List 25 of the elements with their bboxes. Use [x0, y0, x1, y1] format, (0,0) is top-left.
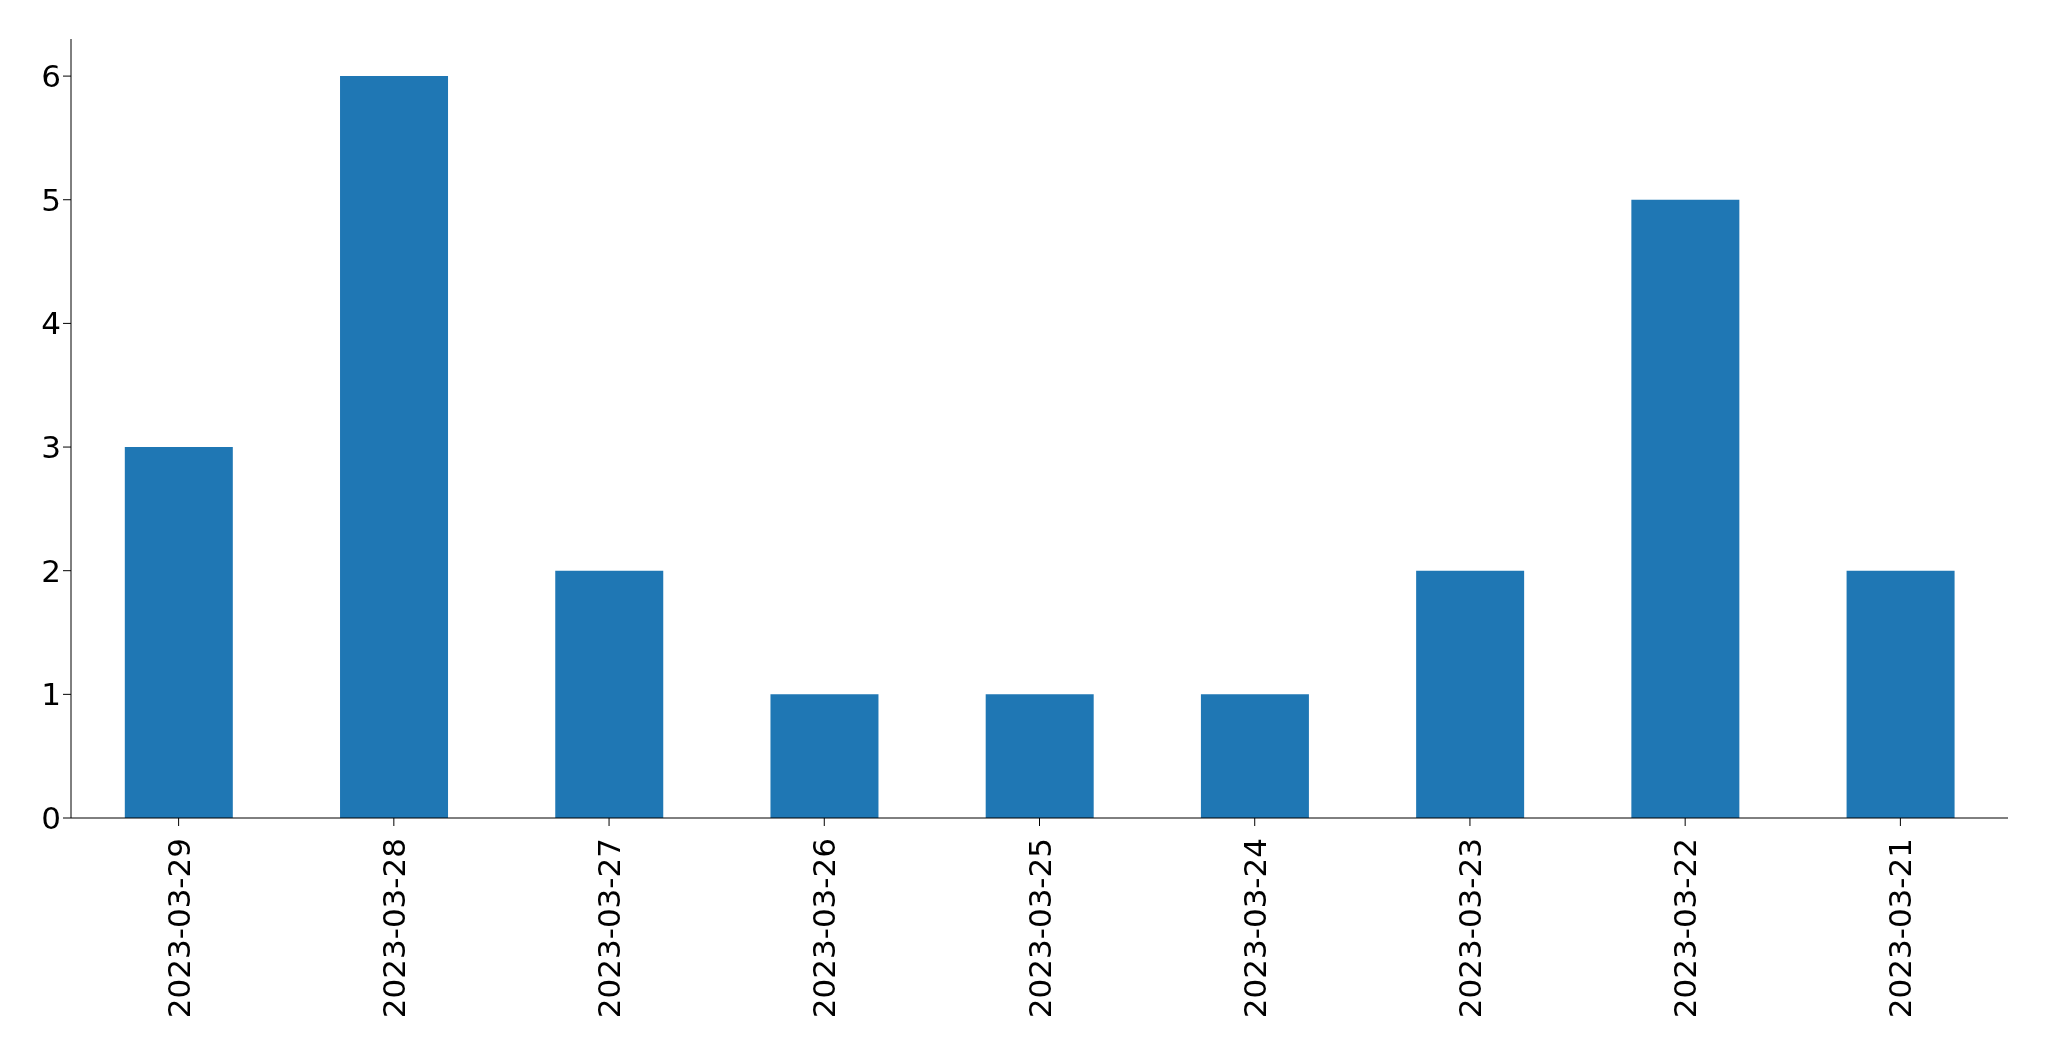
y-tick-label: 0 — [41, 800, 61, 837]
y-tick-label: 6 — [41, 58, 61, 95]
bar — [124, 447, 233, 818]
x-tick-label: 2023-03-26 — [806, 838, 843, 1019]
bar — [1200, 694, 1309, 818]
x-tick-label: 2023-03-23 — [1451, 838, 1488, 1019]
bar — [1846, 570, 1955, 818]
y-tick-label: 3 — [41, 429, 61, 466]
x-tick-label: 2023-03-25 — [1021, 838, 1058, 1019]
bar — [340, 76, 449, 818]
bar — [770, 694, 879, 818]
x-tick-label: 2023-03-27 — [591, 838, 628, 1019]
y-tick-label: 1 — [41, 676, 61, 713]
bar — [985, 694, 1094, 818]
x-tick-label: 2023-03-22 — [1667, 838, 1704, 1019]
x-tick-label: 2023-03-29 — [160, 838, 197, 1019]
x-tick-label: 2023-03-24 — [1236, 838, 1273, 1019]
y-tick-label: 4 — [41, 305, 61, 342]
y-tick-label: 2 — [41, 552, 61, 589]
bar — [1631, 199, 1740, 818]
bar — [555, 570, 664, 818]
y-tick-label: 5 — [41, 181, 61, 218]
bar — [1416, 570, 1525, 818]
x-tick-label: 2023-03-28 — [375, 838, 412, 1019]
x-tick-label: 2023-03-21 — [1882, 838, 1919, 1019]
